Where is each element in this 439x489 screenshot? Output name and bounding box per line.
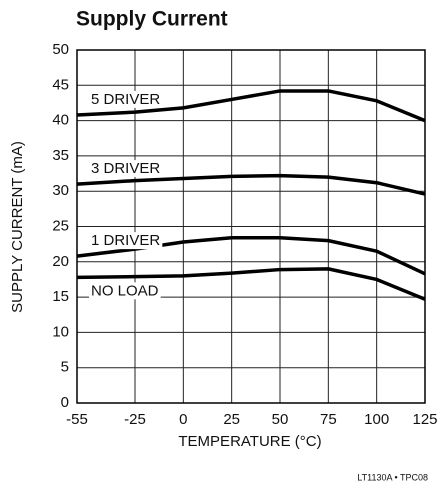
series-line bbox=[76, 89, 426, 123]
series-label: 3 DRIVER bbox=[91, 160, 160, 177]
chart-title: Supply Current bbox=[76, 8, 228, 31]
label-background bbox=[89, 282, 161, 300]
y-axis-label: SUPPLY CURRENT (mA) bbox=[9, 141, 26, 313]
series-line bbox=[76, 267, 426, 301]
y-tick-label: 35 bbox=[52, 147, 69, 164]
x-axis-label: TEMPERATURE (°C) bbox=[178, 433, 321, 450]
y-tick-label: 15 bbox=[52, 288, 69, 305]
y-tick-label: 40 bbox=[52, 112, 69, 129]
label-background bbox=[89, 160, 163, 178]
x-tick-label: 50 bbox=[272, 411, 289, 428]
label-background bbox=[89, 232, 163, 250]
x-tick-label: -55 bbox=[66, 411, 88, 428]
x-tick-label: -25 bbox=[124, 411, 146, 428]
x-tick-label: 75 bbox=[320, 411, 337, 428]
label-background bbox=[89, 90, 163, 108]
series-label: 1 DRIVER bbox=[91, 232, 160, 249]
x-tick-label: 100 bbox=[364, 411, 389, 428]
footer: LT1130A • TPC08 bbox=[357, 472, 428, 482]
y-tick-label: 50 bbox=[52, 41, 69, 58]
y-tick-label: 20 bbox=[52, 253, 69, 270]
series-line bbox=[76, 173, 426, 196]
y-tick-label: 25 bbox=[52, 217, 69, 234]
y-tick-label: 0 bbox=[61, 394, 69, 411]
plot-frame bbox=[76, 49, 426, 404]
series-label: 5 DRIVER bbox=[91, 91, 160, 108]
y-tick-label: 10 bbox=[52, 323, 69, 340]
x-tick-label: 25 bbox=[223, 411, 240, 428]
x-tick-label: 125 bbox=[412, 411, 437, 428]
y-tick-label: 30 bbox=[52, 182, 69, 199]
y-tick-label: 5 bbox=[61, 359, 69, 376]
y-tick-label: 45 bbox=[52, 76, 69, 93]
x-tick-label: 0 bbox=[179, 411, 187, 428]
series-label: NO LOAD bbox=[91, 282, 159, 299]
